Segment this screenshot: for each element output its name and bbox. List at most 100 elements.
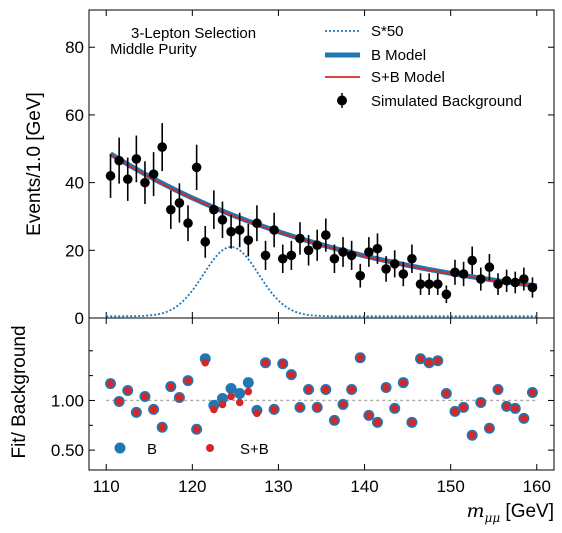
- data-point: [441, 289, 452, 300]
- data-point: [252, 218, 262, 229]
- ratio-sb-point: [106, 379, 115, 388]
- ratio-x-tick-label: 110: [93, 477, 120, 496]
- data-point: [209, 204, 219, 215]
- data-point: [527, 282, 538, 293]
- data-point: [493, 279, 503, 289]
- ratio-sb-point: [123, 386, 132, 395]
- data-point: [424, 279, 434, 289]
- data-point: [286, 250, 297, 261]
- ratio-axis-ticks: 110 120 130 140 150 160 0.50 1.00: [51, 318, 554, 496]
- legend-sb-marker: [206, 444, 214, 452]
- ratio-sb-point: [322, 385, 330, 394]
- annotation-purity: Middle Purity: [110, 41, 197, 58]
- ratio-sb-point: [528, 388, 537, 397]
- data-point: [355, 270, 366, 281]
- ratio-sb-point: [304, 385, 313, 394]
- data-point: [432, 279, 443, 289]
- ratio-sb-point: [253, 409, 261, 418]
- ratio-data-points: [105, 352, 538, 441]
- ratio-sb-point: [175, 393, 184, 402]
- main-y-axis-label: Events/1.0 [GeV]: [24, 92, 45, 236]
- main-panel: 0 20 40 60 80 3-Lepton Selection Middle Puri…: [24, 9, 555, 328]
- main-data-points: [105, 123, 538, 304]
- main-y-tick-label: 60: [65, 106, 84, 125]
- ratio-x-tick-label: 120: [178, 477, 206, 496]
- legend-sb-model-label: S+B Model: [371, 69, 445, 86]
- ratio-x-tick-label: 130: [264, 477, 292, 496]
- data-point: [501, 275, 512, 286]
- data-point: [346, 250, 357, 261]
- ratio-sb-point: [218, 400, 227, 409]
- main-axis-ticks: 0 20 40 60 80: [65, 10, 554, 328]
- main-y-tick-label: 40: [65, 174, 84, 193]
- ratio-sb-point: [158, 423, 166, 432]
- data-point: [105, 171, 116, 181]
- data-point: [450, 267, 460, 278]
- ratio-sb-point: [296, 403, 304, 412]
- data-point: [174, 198, 185, 208]
- ratio-sb-point: [451, 407, 459, 416]
- ratio-b-point: [216, 392, 228, 404]
- ratio-sb-point: [382, 383, 390, 392]
- data-point: [458, 269, 469, 279]
- data-point: [407, 253, 417, 264]
- data-point: [519, 274, 529, 284]
- data-point: [295, 233, 305, 244]
- ratio-b-point: [234, 388, 246, 400]
- data-point: [191, 162, 202, 173]
- ratio-sb-point: [330, 416, 339, 425]
- data-point: [114, 155, 124, 166]
- signal-curve: [106, 245, 537, 318]
- data-point: [338, 247, 348, 257]
- ratio-x-tick-label: 140: [350, 477, 378, 496]
- ratio-panel: 110 120 130 140 150 160 0.50 1.00 Fit/ Backgrou…: [9, 317, 555, 525]
- ratio-sb-point: [227, 392, 235, 401]
- legend-b-label: B: [147, 441, 157, 458]
- data-point: [398, 269, 409, 279]
- ratio-y-tick-label: 1.00: [51, 391, 84, 410]
- ratio-sb-point: [416, 354, 425, 363]
- ratio-plot-frame: [88, 317, 555, 471]
- data-point: [166, 204, 176, 215]
- ratio-sb-point: [339, 400, 347, 409]
- data-point: [510, 277, 521, 288]
- ratio-y-axis-label: Fit/ Background: [9, 325, 30, 458]
- ratio-sb-point: [167, 382, 175, 391]
- data-point: [148, 169, 159, 179]
- ratio-sb-point: [278, 359, 287, 368]
- legend-data-label: Simulated Background: [371, 93, 522, 110]
- ratio-sb-point: [494, 385, 502, 394]
- data-point: [226, 226, 236, 237]
- ratio-sb-point: [141, 392, 149, 401]
- ratio-sb-point: [520, 414, 528, 423]
- ratio-sb-point: [459, 403, 468, 412]
- main-legend: S*50 B Model S+B Model Simulated Backgro…: [325, 23, 522, 110]
- ratio-sb-point: [442, 389, 451, 398]
- ratio-sb-point: [408, 418, 416, 427]
- ratio-sb-point: [287, 370, 296, 379]
- ratio-sb-point: [115, 397, 123, 406]
- data-point: [303, 245, 314, 256]
- ratio-sb-point: [365, 411, 373, 420]
- data-point: [415, 279, 426, 289]
- ratio-sb-point: [149, 405, 158, 414]
- ratio-sb-point: [511, 404, 520, 413]
- data-point: [122, 174, 133, 185]
- data-point: [364, 247, 374, 257]
- ratio-sb-point: [399, 378, 408, 387]
- ratio-sb-point: [356, 353, 365, 362]
- data-point: [372, 243, 383, 254]
- ratio-sb-point: [373, 418, 382, 427]
- data-point: [467, 255, 477, 266]
- legend-data-marker: [337, 95, 347, 106]
- ratio-b-point: [242, 377, 254, 389]
- ratio-sb-point: [184, 376, 192, 385]
- ratio-sb-point: [347, 385, 356, 394]
- main-y-tick-label: 80: [65, 38, 84, 57]
- ratio-b-point: [225, 383, 237, 395]
- data-point: [389, 259, 400, 269]
- data-point: [321, 230, 331, 240]
- data-point: [217, 215, 228, 225]
- data-point: [243, 235, 254, 245]
